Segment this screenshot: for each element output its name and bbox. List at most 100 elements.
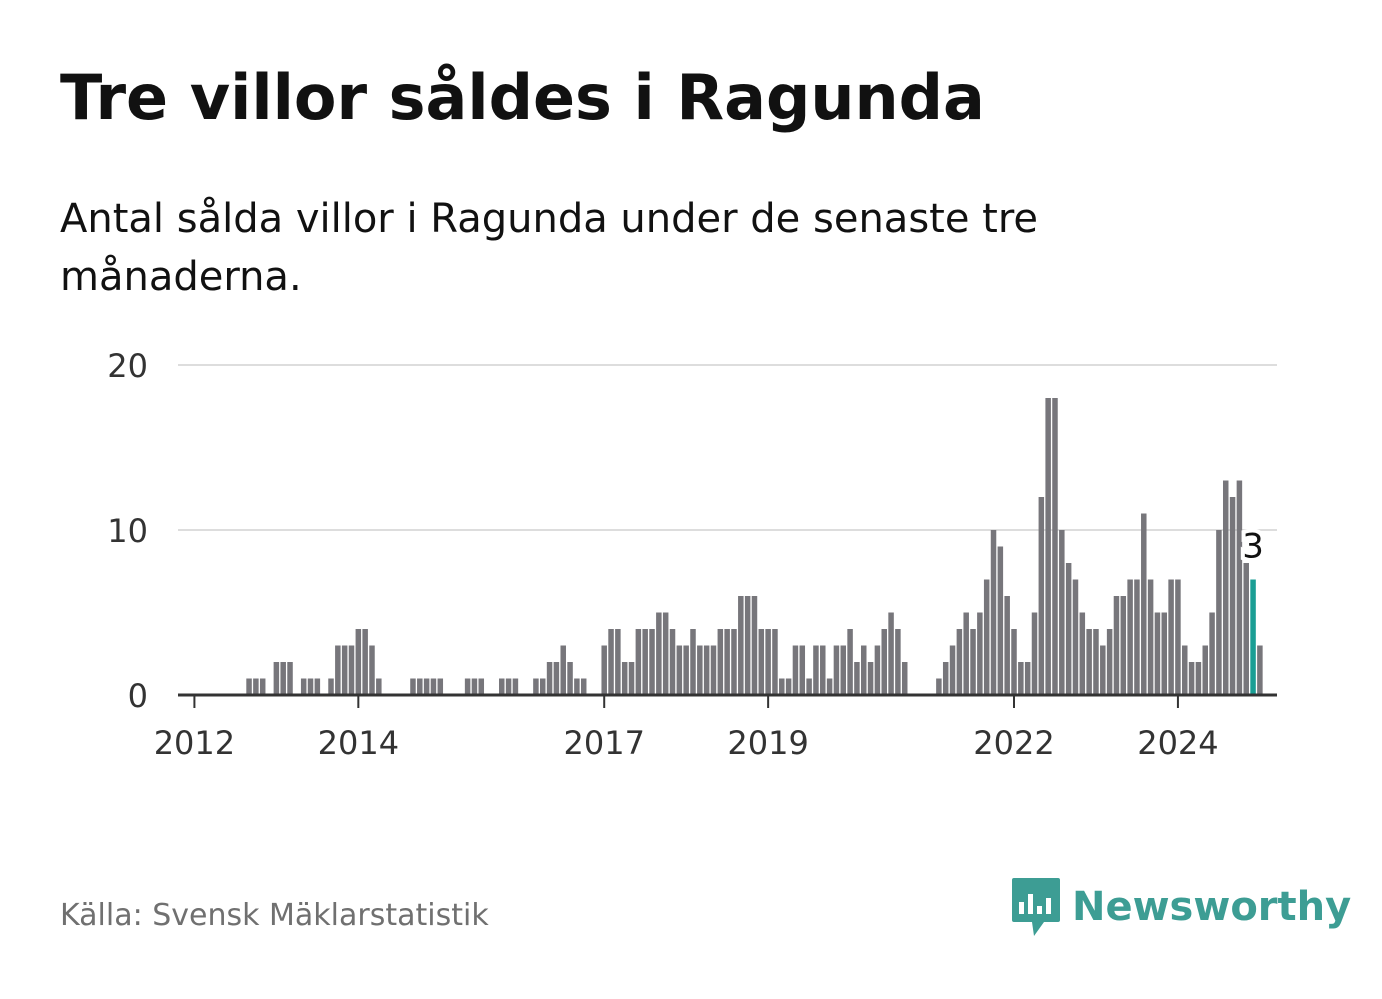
bar — [942, 662, 949, 695]
bar — [703, 645, 710, 695]
bar — [369, 645, 375, 695]
bar — [1045, 398, 1051, 695]
bar — [990, 530, 997, 695]
bar — [567, 662, 573, 695]
highlight-bar — [1250, 579, 1256, 695]
bar — [355, 629, 362, 695]
bar — [1175, 579, 1181, 695]
bar — [362, 629, 368, 695]
bar — [1209, 612, 1215, 695]
bar — [970, 629, 976, 695]
bar — [765, 629, 771, 695]
bar — [983, 579, 990, 695]
bar — [539, 678, 546, 695]
bar — [840, 645, 847, 695]
bar — [724, 629, 730, 695]
bar — [820, 645, 826, 695]
axes: 0 10 20 2012 2014 2017 2019 2022 2024 — [107, 347, 1277, 762]
bar — [423, 678, 430, 695]
bar — [300, 678, 307, 695]
y-tick-label: 10 — [107, 512, 148, 550]
bar — [417, 678, 423, 695]
bar — [273, 662, 280, 695]
bar — [1168, 579, 1174, 695]
bar — [314, 678, 321, 695]
bar — [1072, 579, 1079, 695]
bar — [1222, 480, 1229, 695]
bar — [1093, 629, 1099, 695]
bar — [888, 612, 894, 695]
bar — [949, 645, 956, 695]
y-tick-label: 20 — [107, 347, 148, 385]
bar — [806, 678, 812, 695]
bar — [1038, 497, 1045, 695]
bar — [546, 662, 553, 695]
bar — [1202, 645, 1208, 695]
bar — [635, 629, 642, 695]
bar — [676, 645, 683, 695]
bar — [335, 645, 341, 695]
bar — [1154, 612, 1161, 695]
bar — [649, 629, 655, 695]
bar — [669, 629, 676, 695]
bar — [731, 629, 737, 695]
bar — [246, 678, 252, 695]
bar — [936, 678, 942, 695]
bar — [881, 629, 887, 695]
gridlines — [178, 364, 1277, 531]
bar — [963, 612, 969, 695]
brand-name: Newsworthy — [1072, 884, 1352, 930]
bar — [977, 612, 983, 695]
bar — [690, 629, 696, 695]
bar — [662, 612, 669, 695]
bar — [799, 645, 806, 695]
bar — [642, 629, 648, 695]
x-tick-label: 2012 — [154, 724, 235, 762]
bar — [656, 612, 662, 695]
chart-subtitle: Antal sålda villor i Ragunda under de se… — [60, 196, 1039, 300]
bar — [1147, 579, 1154, 695]
bar — [253, 678, 259, 695]
bar — [1257, 645, 1263, 695]
x-tick-label: 2017 — [563, 724, 644, 762]
bar — [792, 645, 799, 695]
source-note: Källa: Svensk Mäklarstatistik — [60, 898, 489, 933]
bar — [772, 629, 778, 695]
bar — [1052, 398, 1058, 695]
bar — [717, 629, 724, 695]
newsworthy-logo-icon — [1012, 878, 1060, 936]
bar — [348, 645, 355, 695]
bars — [246, 398, 1263, 695]
bar — [608, 629, 614, 695]
bar — [833, 645, 840, 695]
bar — [533, 678, 539, 695]
bar — [307, 678, 314, 695]
bar — [1024, 662, 1031, 695]
bar — [574, 678, 580, 695]
bar — [710, 645, 717, 695]
bar — [259, 678, 266, 695]
bar — [738, 596, 744, 695]
bar — [826, 678, 833, 695]
bar — [813, 645, 819, 695]
x-tick-label: 2024 — [1137, 724, 1218, 762]
bar — [621, 662, 628, 695]
x-tick-label: 2014 — [318, 724, 399, 762]
bar — [410, 678, 416, 695]
bar — [758, 629, 765, 695]
bar — [1134, 579, 1140, 695]
bar — [560, 645, 566, 695]
bar — [895, 629, 901, 695]
bar — [1216, 530, 1222, 695]
bar — [1059, 530, 1065, 695]
bar — [1011, 629, 1017, 695]
bar — [779, 678, 785, 695]
y-tick-label: 0 — [128, 677, 148, 715]
bar — [553, 662, 560, 695]
bar — [287, 662, 293, 695]
bar — [1127, 579, 1133, 695]
bar — [1031, 612, 1038, 695]
bar — [1182, 645, 1188, 695]
bar — [1243, 563, 1249, 695]
